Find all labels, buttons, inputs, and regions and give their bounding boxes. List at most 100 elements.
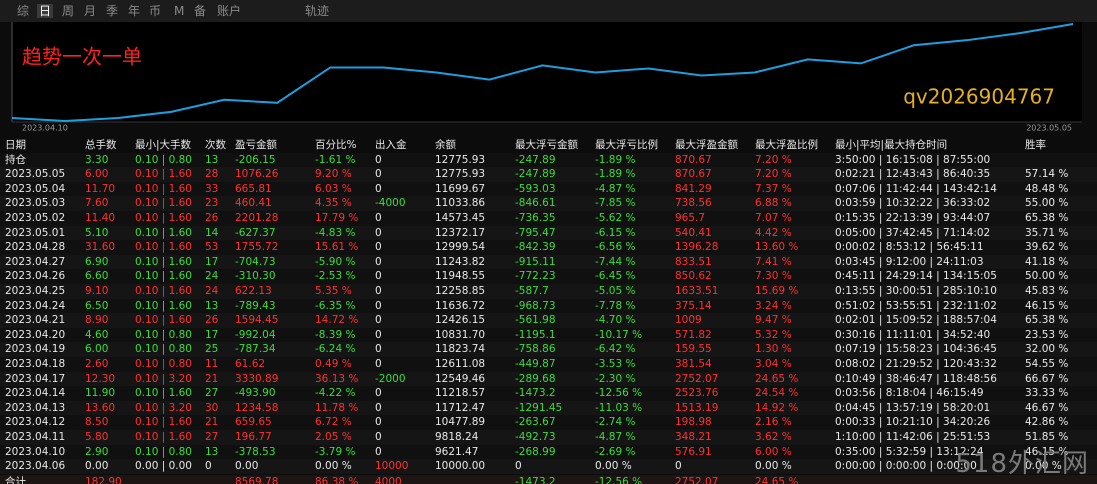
table-cell: 1594.45 [235, 314, 279, 327]
table-cell: 39.62 % [1025, 241, 1069, 254]
table-cell: 合计 [5, 475, 26, 484]
table-cell: 0 [375, 212, 382, 224]
table-cell: 1:10:00 | 11:42:06 | 25:51:53 [835, 431, 991, 443]
table-cell: 11033.86 [435, 197, 486, 210]
tab[interactable]: 日 [37, 4, 54, 18]
table-cell: 2523.76 [675, 387, 719, 400]
table-cell: 0:51:02 | 53:55:51 | 232:11:02 [835, 299, 997, 312]
data-row: 2023.04.11 5.80 0.10 | 1.60 27 196.77 2.05 % 0… [0, 430, 1097, 445]
tab[interactable]: 币 [149, 4, 162, 18]
table-cell: 870.67 [675, 168, 712, 181]
table-cell: -915.11 [515, 255, 556, 268]
table-cell: 348.21 [675, 431, 712, 443]
table-cell: -289.68 [515, 372, 556, 385]
table-cell: 571.82 [675, 328, 712, 341]
table-cell: -593.03 [515, 182, 556, 195]
tab[interactable]: 综 [17, 4, 30, 18]
table-cell: 24 [205, 270, 219, 283]
table-cell: 0.10 | 1.60 [135, 241, 192, 254]
tab[interactable]: M [174, 4, 185, 18]
table-cell: 15.69 % [755, 285, 799, 297]
table-cell: 3:50:00 | 16:15:08 | 87:55:00 [835, 153, 991, 166]
table-cell: 0 [375, 299, 382, 312]
table-cell: 2023.04.10 [5, 445, 66, 458]
table-cell: -12.56 % [595, 475, 643, 484]
table-cell: 12775.93 [435, 168, 486, 181]
equity-chart: 2023.04.10 2023.05.05 趋势一次一单 qv202690476… [11, 22, 1082, 133]
table-cell: -758.86 [515, 343, 556, 356]
table-cell: 2023.04.13 [5, 401, 66, 414]
table-cell: -1.89 % [595, 153, 636, 166]
tab[interactable]: 账户 [217, 4, 242, 18]
table-cell: 2023.04.25 [5, 285, 66, 297]
table-cell: -846.61 [515, 197, 556, 210]
table-cell: 0.10 | 1.60 [135, 285, 192, 297]
table-cell: 12775.93 [435, 153, 486, 166]
table-cell: 0.00 % [755, 460, 792, 473]
table-cell: 0.10 | 1.60 [135, 299, 192, 312]
data-row: 2023.04.13 13.60 0.10 | 3.20 30 1234.58 11.78… [0, 400, 1097, 416]
table-cell: 持仓 [5, 153, 26, 166]
table-cell: 2023.04.24 [5, 299, 66, 312]
table-cell: 12258.85 [435, 285, 486, 297]
table-cell: 17.79 % [315, 212, 359, 224]
table-cell: 5.32 % [755, 328, 792, 341]
table-cell: 11636.72 [435, 299, 486, 312]
table-cell: 0:45:11 | 24:29:14 | 134:15:05 [835, 270, 997, 283]
table-cell: 2023.05.04 [5, 182, 66, 195]
table-cell: 12999.54 [435, 241, 486, 254]
table-cell: 6.00 % [755, 445, 792, 458]
table-cell: 46.15 % [1025, 299, 1069, 312]
table-cell: -6.24 % [315, 343, 356, 356]
tab[interactable]: 年 [128, 4, 141, 18]
data-row: 2023.04.25 9.10 0.10 | 1.60 24 622.13 5.35 % 0… [0, 284, 1097, 299]
table-cell: 375.14 [675, 299, 712, 312]
table-cell: 2201.28 [235, 212, 279, 224]
table-cell: -263.67 [515, 416, 556, 429]
tab[interactable]: 季 [106, 4, 119, 18]
table-cell: 0 [375, 328, 382, 341]
table-cell: 13.60 % [755, 241, 799, 254]
table-cell: 0:03:56 | 8:18:04 | 46:15:49 [835, 387, 984, 400]
table-cell: 0 [375, 431, 382, 443]
table-cell: 0:02:21 | 12:43:43 | 86:40:35 [835, 168, 991, 181]
table-cell: 27 [205, 387, 219, 400]
tab[interactable]: 月 [84, 4, 97, 18]
total-row: 合计 182.90 8569.78 86.38 % 4000 -1473.2 -12.56 … [0, 474, 1097, 484]
table-cell: -11.03 % [595, 401, 643, 414]
table-cell: -1.89 % [595, 168, 636, 181]
table-cell: 1076.26 [235, 168, 279, 181]
table-cell: 30 [205, 401, 219, 414]
table-cell: 9.10 [85, 285, 109, 297]
table-cell: 198.98 [675, 416, 712, 429]
tab[interactable]: 备 [194, 4, 207, 18]
table-cell: 5.10 [85, 226, 109, 239]
table-cell: -10.17 % [595, 328, 643, 341]
table-cell: 7.30 % [755, 270, 792, 283]
table-cell: 23.53 % [1025, 328, 1069, 341]
table-cell: 12549.46 [435, 372, 486, 385]
table-cell: 6.60 [85, 270, 109, 283]
table-cell: 0:05:00 | 37:42:45 | 71:14:02 [835, 226, 991, 239]
table-cell: 841.29 [675, 182, 712, 195]
data-row: 2023.04.21 8.90 0.10 | 1.60 26 1594.45 14.72 … [0, 313, 1097, 328]
tab[interactable]: 轨迹 [305, 4, 330, 18]
table-cell: 53 [205, 241, 219, 254]
table-cell: 25 [205, 343, 219, 356]
table-cell: 0 [675, 460, 682, 473]
table-cell: 17 [205, 328, 219, 341]
table-cell: 9.20 % [315, 168, 352, 181]
table-cell: 0.10 | 1.60 [135, 255, 192, 268]
table-cell: 12611.08 [435, 358, 486, 370]
table-cell: 33 [205, 182, 219, 195]
table-cell: 24.65 % [755, 475, 799, 484]
table-cell: 6.50 [85, 299, 109, 312]
tab[interactable]: 周 [62, 4, 75, 18]
table-cell: 0.10 | 1.60 [135, 212, 192, 224]
table-cell: 0 [375, 255, 382, 268]
table-cell: 0:03:45 | 9:12:00 | 24:11:03 [835, 255, 984, 268]
table-cell: -5.90 % [315, 255, 356, 268]
overlay-title: 趋势一次一单 [22, 45, 142, 69]
table-cell: 0.49 % [315, 358, 352, 370]
table-cell: -2.74 % [595, 416, 636, 429]
